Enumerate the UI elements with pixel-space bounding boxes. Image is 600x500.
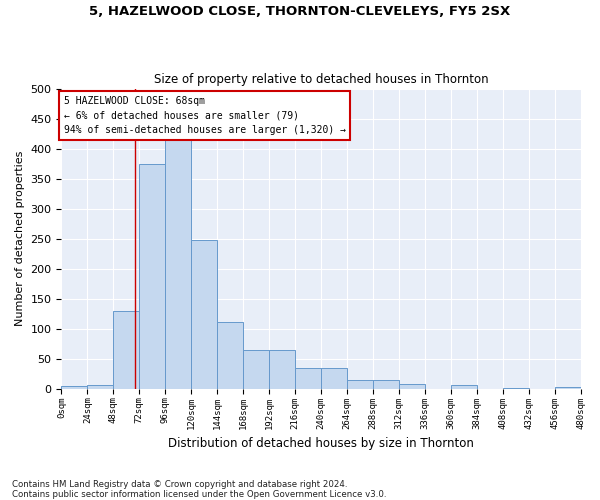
- Y-axis label: Number of detached properties: Number of detached properties: [15, 151, 25, 326]
- Bar: [243, 350, 269, 389]
- Bar: [554, 387, 581, 389]
- Title: Size of property relative to detached houses in Thornton: Size of property relative to detached ho…: [154, 73, 488, 86]
- Bar: [503, 388, 529, 389]
- Bar: [139, 164, 165, 389]
- Bar: [321, 368, 347, 389]
- X-axis label: Distribution of detached houses by size in Thornton: Distribution of detached houses by size …: [168, 437, 474, 450]
- Text: 5 HAZELWOOD CLOSE: 68sqm
← 6% of detached houses are smaller (79)
94% of semi-de: 5 HAZELWOOD CLOSE: 68sqm ← 6% of detache…: [64, 96, 346, 136]
- Bar: [269, 350, 295, 389]
- Bar: [113, 310, 139, 389]
- Bar: [61, 386, 88, 389]
- Bar: [165, 140, 191, 389]
- Bar: [347, 380, 373, 389]
- Text: Contains HM Land Registry data © Crown copyright and database right 2024.
Contai: Contains HM Land Registry data © Crown c…: [12, 480, 386, 499]
- Bar: [217, 322, 243, 389]
- Bar: [191, 240, 217, 389]
- Bar: [451, 385, 476, 389]
- Bar: [373, 380, 399, 389]
- Bar: [399, 384, 425, 389]
- Text: 5, HAZELWOOD CLOSE, THORNTON-CLEVELEYS, FY5 2SX: 5, HAZELWOOD CLOSE, THORNTON-CLEVELEYS, …: [89, 5, 511, 18]
- Bar: [88, 385, 113, 389]
- Bar: [295, 368, 321, 389]
